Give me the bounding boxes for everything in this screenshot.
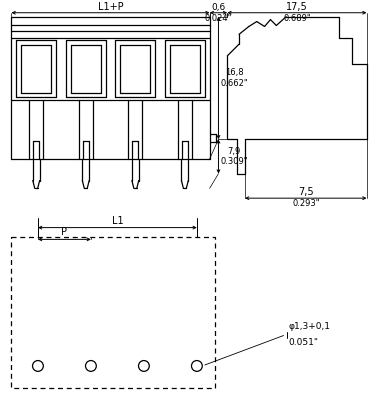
Text: 0.051": 0.051" xyxy=(288,338,318,348)
Text: 7,5: 7,5 xyxy=(298,187,314,197)
Text: φ1,3+0,1: φ1,3+0,1 xyxy=(288,322,330,331)
Text: L1+P: L1+P xyxy=(98,2,123,12)
Text: 0.024": 0.024" xyxy=(205,14,232,23)
Text: 0.293": 0.293" xyxy=(292,199,320,208)
Text: 16,8
0.662": 16,8 0.662" xyxy=(221,68,248,88)
Text: 7,9
0.309": 7,9 0.309" xyxy=(221,147,248,166)
Text: L1: L1 xyxy=(112,216,123,226)
Text: P: P xyxy=(61,228,67,238)
Text: 17,5: 17,5 xyxy=(286,2,308,12)
Text: 0,6: 0,6 xyxy=(211,3,226,12)
Text: 0.689": 0.689" xyxy=(283,14,311,23)
